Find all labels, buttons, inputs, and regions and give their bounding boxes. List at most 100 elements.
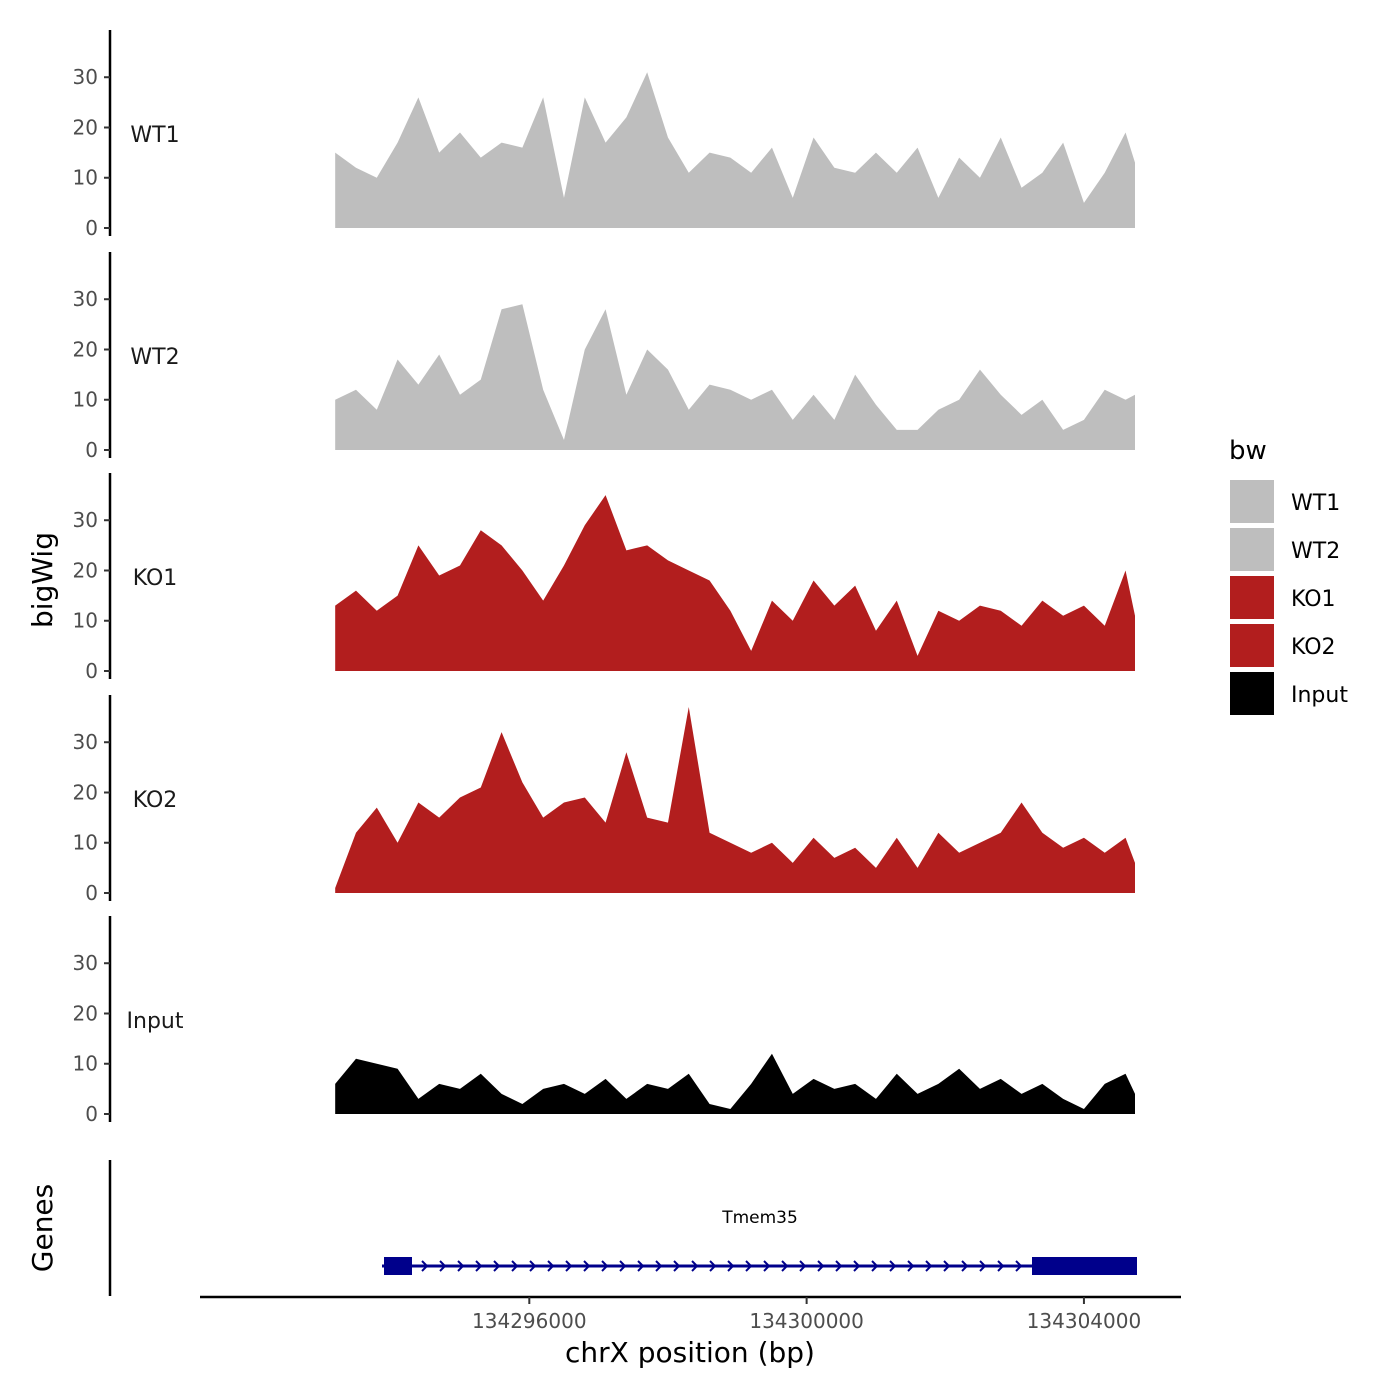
strand-arrow bbox=[691, 1260, 699, 1272]
strand-arrow bbox=[475, 1260, 483, 1272]
strand-arrow bbox=[997, 1260, 1005, 1272]
y-tick-label: 10 bbox=[73, 831, 98, 855]
strand-arrow bbox=[781, 1260, 789, 1272]
strand-arrow bbox=[763, 1260, 771, 1272]
track-label-WT1: WT1 bbox=[130, 123, 179, 148]
y-tick-label: 0 bbox=[85, 216, 98, 240]
strand-arrow bbox=[547, 1260, 555, 1272]
strand-arrow bbox=[601, 1260, 609, 1272]
strand-arrow bbox=[835, 1260, 843, 1272]
y-tick-label: 30 bbox=[73, 287, 98, 311]
track-WT1: 0 10 20 30 WT1 bbox=[73, 30, 1136, 240]
y-tick-label: 0 bbox=[85, 438, 98, 462]
track-panels: 0 10 20 30 WT1 0 10 20 30 WT2 0 10 20 30 KO1 0 10 20 30 KO2… bbox=[73, 30, 1136, 1126]
strand-arrow bbox=[1015, 1260, 1023, 1272]
y-tick-label: 20 bbox=[73, 558, 98, 582]
legend-label: WT2 bbox=[1291, 539, 1340, 564]
strand-arrow bbox=[511, 1260, 519, 1272]
gene-label: Tmem35 bbox=[721, 1208, 798, 1228]
area-WT1 bbox=[335, 72, 1136, 228]
strand-arrow bbox=[529, 1260, 537, 1272]
y-tick-label: 30 bbox=[73, 730, 98, 754]
strand-arrow bbox=[853, 1260, 861, 1272]
legend-title: bw bbox=[1229, 436, 1267, 466]
x-tick-label: 134300000 bbox=[749, 1309, 864, 1333]
strand-arrow bbox=[709, 1260, 717, 1272]
area-KO2 bbox=[335, 707, 1136, 893]
y-tick-label: 0 bbox=[85, 1102, 98, 1126]
y-tick-label: 30 bbox=[73, 951, 98, 975]
strand-arrow bbox=[655, 1260, 663, 1272]
y-tick-label: 10 bbox=[73, 609, 98, 633]
legend-swatch bbox=[1230, 576, 1274, 619]
track-WT2: 0 10 20 30 WT2 bbox=[73, 252, 1136, 462]
strand-arrow bbox=[961, 1260, 969, 1272]
legend-swatch bbox=[1230, 528, 1274, 571]
legend-item-KO1: KO1 bbox=[1229, 575, 1336, 621]
y-tick-label: 30 bbox=[73, 508, 98, 532]
strand-arrow bbox=[745, 1260, 753, 1272]
y-tick-label: 20 bbox=[73, 780, 98, 804]
y-tick-label: 0 bbox=[85, 659, 98, 683]
legend-label: KO1 bbox=[1291, 587, 1336, 612]
track-KO2: 0 10 20 30 KO2 bbox=[73, 695, 1136, 905]
legend-label: KO2 bbox=[1291, 635, 1336, 660]
y-tick-label: 30 bbox=[73, 65, 98, 89]
legend: bw WT1 WT2 KO1 KO2 Input bbox=[1229, 436, 1348, 717]
strand-arrow bbox=[727, 1260, 735, 1272]
track-label-KO1: KO1 bbox=[133, 566, 178, 591]
legend-swatch bbox=[1230, 672, 1274, 715]
y-tick-label: 20 bbox=[73, 337, 98, 361]
legend-swatch bbox=[1230, 480, 1274, 523]
legend-item-WT1: WT1 bbox=[1229, 479, 1340, 525]
y-tick-label: 0 bbox=[85, 881, 98, 905]
track-label-Input: Input bbox=[127, 1009, 184, 1034]
strand-arrow bbox=[943, 1260, 951, 1272]
strand-arrow bbox=[817, 1260, 825, 1272]
strand-arrow bbox=[565, 1260, 573, 1272]
strand-arrow bbox=[907, 1260, 915, 1272]
legend-label: WT1 bbox=[1291, 491, 1340, 516]
track-label-KO2: KO2 bbox=[133, 788, 178, 813]
strand-arrow bbox=[493, 1260, 501, 1272]
x-tick-label: 134296000 bbox=[472, 1309, 587, 1333]
area-KO1 bbox=[335, 495, 1136, 671]
x-axis: 134296000 134300000 134304000 bbox=[200, 1295, 1181, 1333]
track-label-WT2: WT2 bbox=[130, 345, 179, 370]
legend-item-KO2: KO2 bbox=[1229, 623, 1336, 669]
x-axis-title: chrX position (bp) bbox=[565, 1336, 815, 1369]
gene-exon bbox=[384, 1257, 412, 1275]
genes-track: Genes Tmem35 bbox=[26, 1160, 1137, 1296]
gene-exon bbox=[1032, 1257, 1137, 1275]
y-tick-label: 20 bbox=[73, 1001, 98, 1025]
gene-Tmem35: Tmem35 bbox=[382, 1208, 1137, 1275]
legend-label: Input bbox=[1291, 683, 1348, 708]
strand-arrow bbox=[619, 1260, 627, 1272]
y-tick-label: 10 bbox=[73, 388, 98, 412]
legend-swatch bbox=[1230, 624, 1274, 667]
strand-arrow bbox=[421, 1260, 429, 1272]
strand-arrow bbox=[799, 1260, 807, 1272]
y-tick-label: 20 bbox=[73, 115, 98, 139]
area-WT2 bbox=[335, 304, 1136, 450]
legend-item-Input: Input bbox=[1229, 671, 1348, 717]
x-tick-label: 134304000 bbox=[1027, 1309, 1142, 1333]
y-axis-title: bigWig bbox=[26, 532, 59, 628]
strand-arrow bbox=[925, 1260, 933, 1272]
y-tick-label: 10 bbox=[73, 1052, 98, 1076]
strand-arrow bbox=[871, 1260, 879, 1272]
strand-arrow bbox=[673, 1260, 681, 1272]
y-tick-label: 10 bbox=[73, 166, 98, 190]
strand-arrow bbox=[637, 1260, 645, 1272]
strand-arrow bbox=[889, 1260, 897, 1272]
strand-arrow bbox=[583, 1260, 591, 1272]
track-KO1: 0 10 20 30 KO1 bbox=[73, 473, 1136, 683]
strand-arrow bbox=[439, 1260, 447, 1272]
legend-item-WT2: WT2 bbox=[1229, 527, 1340, 573]
track-Input: 0 10 20 30 Input bbox=[73, 916, 1136, 1126]
strand-arrow bbox=[457, 1260, 465, 1272]
area-Input bbox=[335, 1053, 1136, 1114]
strand-arrow bbox=[979, 1260, 987, 1272]
